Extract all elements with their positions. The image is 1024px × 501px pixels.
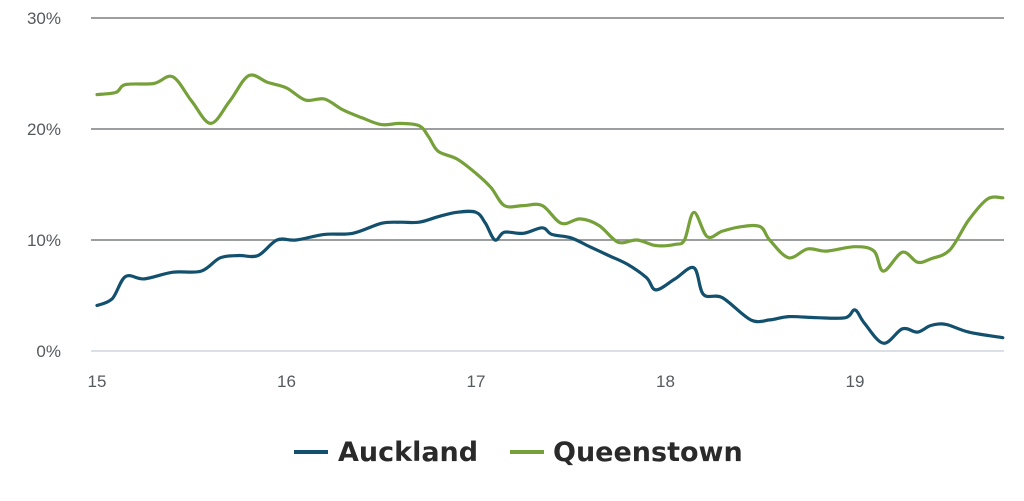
series-line-auckland	[95, 209, 1005, 345]
series-line-queenstown	[95, 73, 1005, 273]
x-axis-ticks: 15 16 17 18 19	[88, 372, 865, 391]
x-tick-label: 18	[656, 372, 675, 391]
grid-lines	[91, 17, 1004, 352]
legend-label-auckland: Auckland	[338, 437, 478, 468]
legend-label-queenstown: Queenstown	[553, 437, 743, 468]
x-tick-label: 17	[467, 372, 486, 391]
x-tick-label: 16	[277, 372, 296, 391]
y-tick-label: 0%	[36, 342, 61, 361]
y-tick-label: 30%	[27, 9, 61, 28]
x-tick-label: 19	[846, 372, 865, 391]
y-axis-ticks: 0% 10% 20% 30%	[27, 9, 61, 361]
x-tick-label: 15	[88, 372, 107, 391]
y-tick-label: 20%	[27, 120, 61, 139]
y-tick-label: 10%	[27, 231, 61, 250]
legend: Auckland Queenstown	[294, 437, 743, 468]
series-lines	[95, 73, 1005, 345]
